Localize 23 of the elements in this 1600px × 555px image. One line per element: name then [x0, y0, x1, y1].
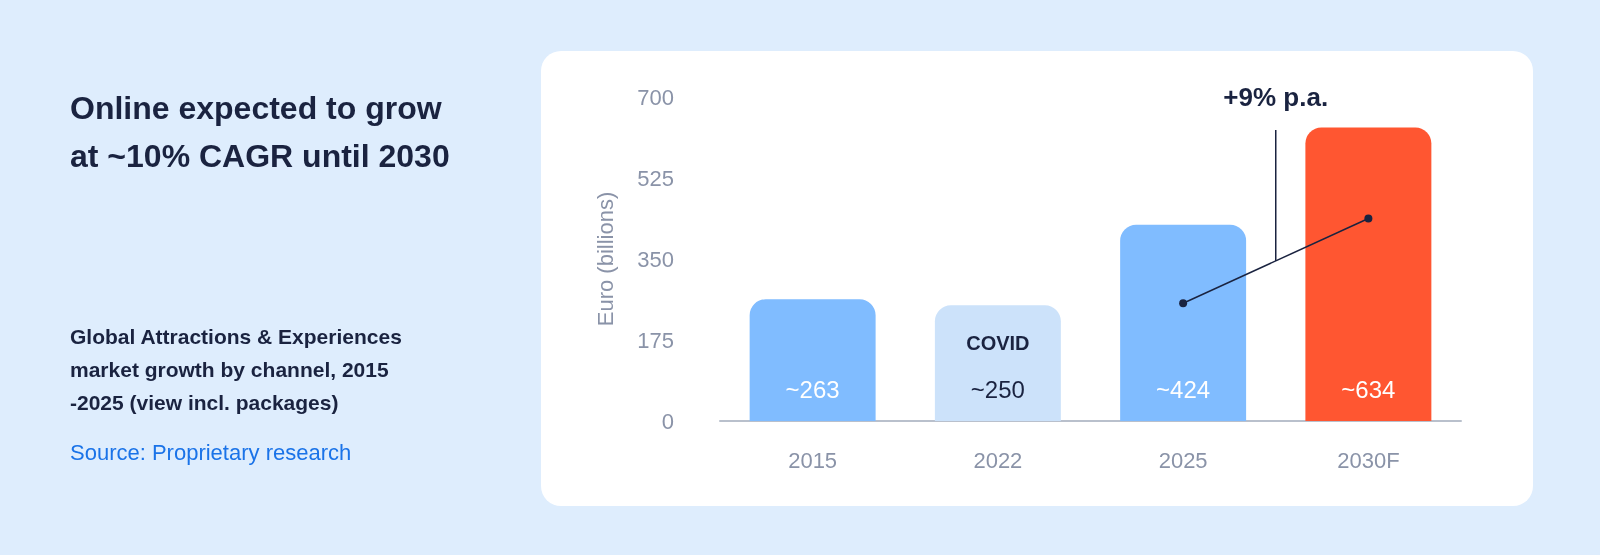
- y-axis-title: Euro (billions): [592, 191, 618, 327]
- data-label: ~250: [970, 375, 1025, 403]
- bar: [934, 305, 1061, 421]
- bar: [749, 299, 876, 421]
- annotation: COVID: [966, 332, 1030, 355]
- y-tick-label: 525: [637, 165, 674, 191]
- data-label: ~424: [1156, 375, 1211, 403]
- y-tick-label: 700: [637, 84, 674, 110]
- bar: [1305, 127, 1432, 421]
- x-tick-label: 2022: [973, 447, 1023, 473]
- annotation: +9% p.a.: [1223, 82, 1329, 112]
- x-tick-label: 2015: [788, 447, 838, 473]
- y-tick-label: 350: [637, 246, 674, 272]
- x-tick-label: 2030F: [1337, 447, 1400, 473]
- data-label: ~263: [785, 375, 840, 403]
- data-label: ~634: [1341, 375, 1396, 403]
- x-tick-label: 2025: [1158, 447, 1208, 473]
- source-note: Source: Proprietary research: [70, 440, 352, 466]
- text: Global Attractions & Experiences market growth by channel, 2015 -2025 (view incl. packages): [70, 324, 403, 416]
- y-tick-label: 175: [637, 327, 674, 353]
- text: Online expected to grow at ~10% CAGR until 2030: [70, 89, 451, 176]
- bar: [1120, 224, 1247, 421]
- y-tick-label: 0: [661, 408, 674, 434]
